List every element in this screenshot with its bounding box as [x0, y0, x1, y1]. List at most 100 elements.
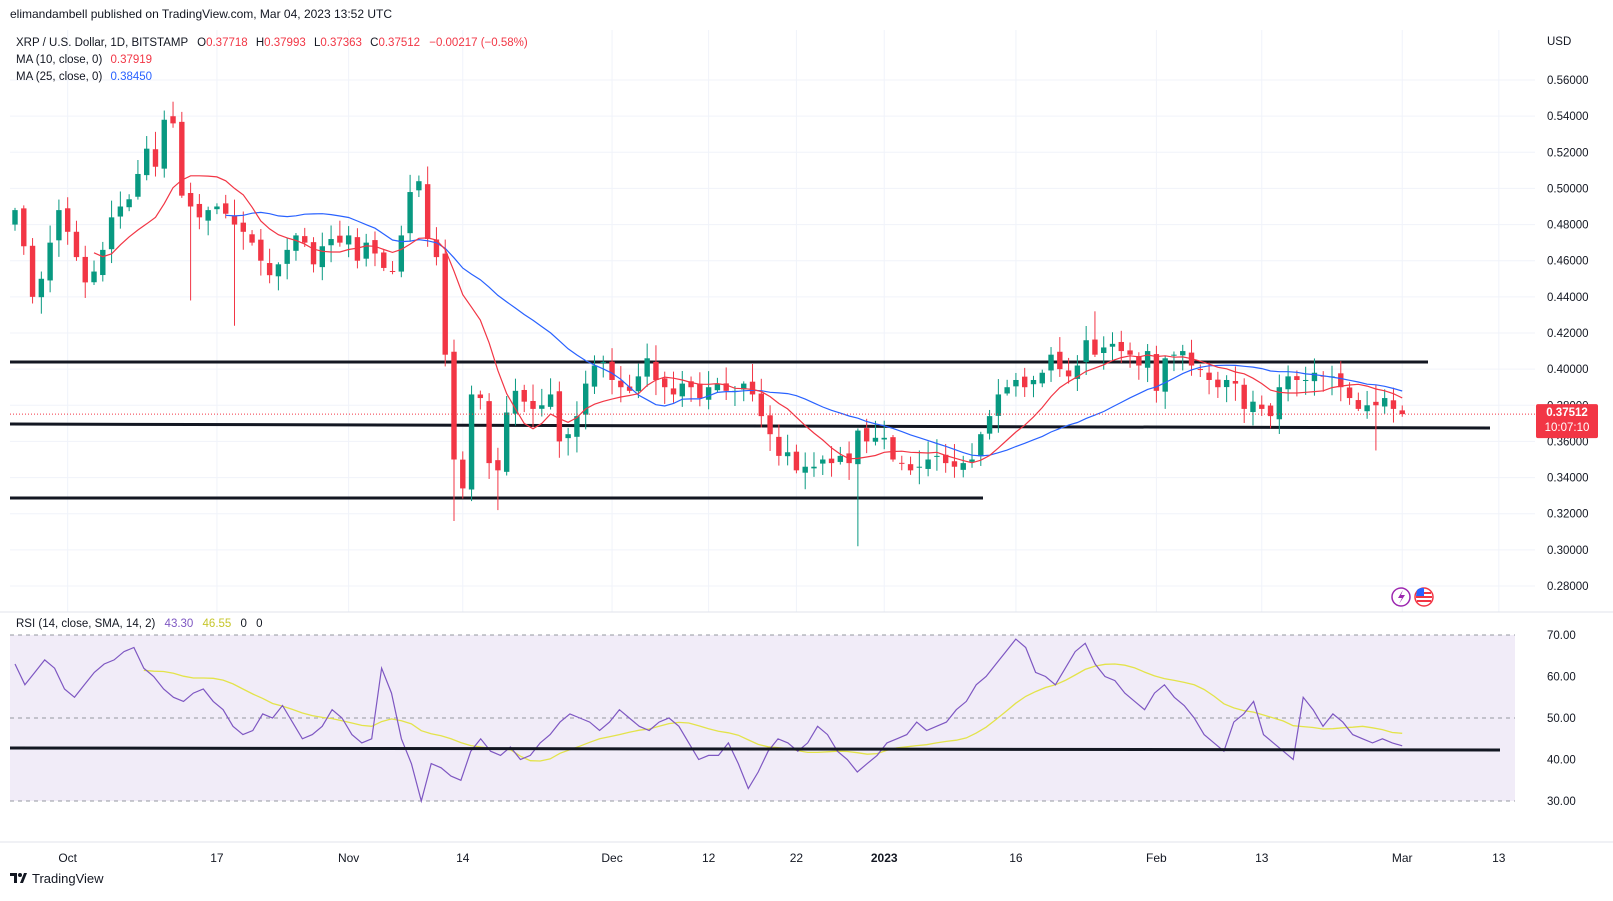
- candle-body: [82, 256, 88, 283]
- time-tick-label: Feb: [1146, 851, 1167, 865]
- candle-body: [161, 119, 167, 169]
- price-tick-label: 0.32000: [1547, 509, 1589, 521]
- candle-body: [126, 199, 132, 208]
- legend-close: 0.37512: [378, 37, 420, 49]
- candle-body: [223, 203, 229, 214]
- candle-body: [503, 412, 510, 472]
- price-tick-label: 0.46000: [1547, 256, 1589, 268]
- candle-body: [214, 206, 220, 210]
- candle-body: [477, 394, 484, 399]
- candle-body: [969, 459, 975, 462]
- badge-countdown: 10:07:10: [1545, 422, 1590, 434]
- publisher-caption: elimandambell published on TradingView.c…: [10, 7, 392, 21]
- legend-change: −0.00217 (−0.58%): [429, 37, 528, 49]
- support-trendline-upper[interactable]: [9, 422, 1491, 430]
- main-gridlines: [10, 30, 1535, 612]
- candle-body: [530, 400, 536, 409]
- candle-body: [1136, 356, 1142, 366]
- rsi-line: [14, 638, 1403, 804]
- candle-body: [583, 383, 589, 415]
- rsi-tick-label: 50.00: [1547, 713, 1576, 725]
- candle-body: [451, 351, 457, 460]
- candle-body: [319, 246, 325, 268]
- ma25-label: MA (25, close, 0): [16, 71, 102, 83]
- candle-body: [1127, 350, 1133, 355]
- candle-body: [749, 381, 756, 395]
- candle-body: [872, 437, 879, 442]
- candle-body: [363, 242, 369, 259]
- candle-body: [1364, 405, 1370, 412]
- legend-low: 0.37363: [320, 37, 362, 49]
- candle-body: [1267, 405, 1274, 417]
- candle-body: [767, 415, 773, 435]
- candle-body: [626, 386, 633, 391]
- candle-body: [670, 388, 677, 395]
- candle-body: [697, 383, 703, 399]
- candle-body: [1065, 370, 1072, 377]
- flash-icon[interactable]: [1391, 587, 1411, 607]
- candle-body: [486, 401, 492, 464]
- rsi-support-trendline[interactable]: [9, 746, 1501, 752]
- candle-body: [152, 149, 159, 167]
- price-axis[interactable]: 0.56000 0.54000 0.52000 0.50000 0.48000 0.460…: [1547, 75, 1589, 593]
- candle-body: [1206, 372, 1212, 380]
- rsi-axis[interactable]: 70.00 60.00 50.00 40.00 30.00: [1547, 630, 1576, 808]
- candle-body: [240, 222, 246, 232]
- candle-body: [863, 428, 870, 442]
- time-tick-label: 12: [702, 851, 716, 865]
- candle-body: [635, 376, 642, 392]
- candle-body: [1022, 376, 1028, 388]
- candle-body: [328, 239, 334, 246]
- candle-body: [916, 466, 923, 468]
- candle-body: [1013, 379, 1019, 387]
- currency-label: USD: [1547, 36, 1571, 48]
- candle-body: [389, 270, 396, 272]
- time-tick-label: 22: [790, 851, 804, 865]
- candle-body: [205, 210, 211, 221]
- ma10-line: [93, 175, 1403, 464]
- candle-body: [293, 235, 299, 251]
- candle-body: [679, 383, 685, 397]
- price-tick-label: 0.50000: [1547, 183, 1589, 195]
- candle-body: [1039, 372, 1045, 384]
- price-tick-label: 0.54000: [1547, 111, 1589, 123]
- candle-body: [574, 416, 580, 437]
- svg-text:XRP / U.S. Dollar, 1D, BITSTAM: XRP / U.S. Dollar, 1D, BITSTAMP O0.37718…: [16, 37, 528, 49]
- candle-body: [310, 242, 317, 265]
- candle-body: [512, 390, 519, 414]
- time-tick-label: Oct: [58, 851, 77, 865]
- time-tick-label: Nov: [338, 851, 359, 865]
- time-axis[interactable]: Oct 17 Nov 14 Dec 12 22 2023 16 Feb 13 Mar 13: [58, 851, 1505, 865]
- candle-body: [381, 252, 387, 268]
- candle-body: [820, 459, 826, 464]
- us-flag-icon[interactable]: [1414, 587, 1434, 607]
- price-tick-label: 0.56000: [1547, 75, 1589, 87]
- svg-text:MA (10, close, 0) 0.3791: MA (10, close, 0) 0.37919: [16, 54, 152, 66]
- candle-body: [144, 148, 150, 176]
- last-price-badge: 0.37512 10:07:10: [1536, 404, 1598, 439]
- candle-body: [100, 249, 106, 276]
- candle-body: [1285, 376, 1291, 390]
- candle-body: [547, 394, 554, 407]
- candle-body: [1101, 347, 1107, 354]
- candle-body: [302, 236, 308, 243]
- candle-body: [187, 193, 194, 207]
- candle-body: [705, 387, 712, 400]
- candle-body: [539, 405, 545, 409]
- candle-body: [1338, 373, 1344, 388]
- candle-body: [758, 393, 764, 417]
- candle-body: [1355, 400, 1362, 409]
- candle-body: [170, 116, 176, 124]
- candle-body: [433, 239, 440, 258]
- candle-body: [776, 436, 782, 456]
- candle-body: [266, 263, 273, 276]
- candle-body: [521, 389, 527, 402]
- candle-body: [398, 235, 405, 272]
- time-tick-label: Mar: [1392, 851, 1413, 865]
- candle-body: [12, 210, 18, 225]
- candle-body: [91, 271, 97, 283]
- candle-body: [793, 451, 800, 471]
- candle-body: [179, 121, 185, 196]
- candle-body: [1153, 354, 1160, 391]
